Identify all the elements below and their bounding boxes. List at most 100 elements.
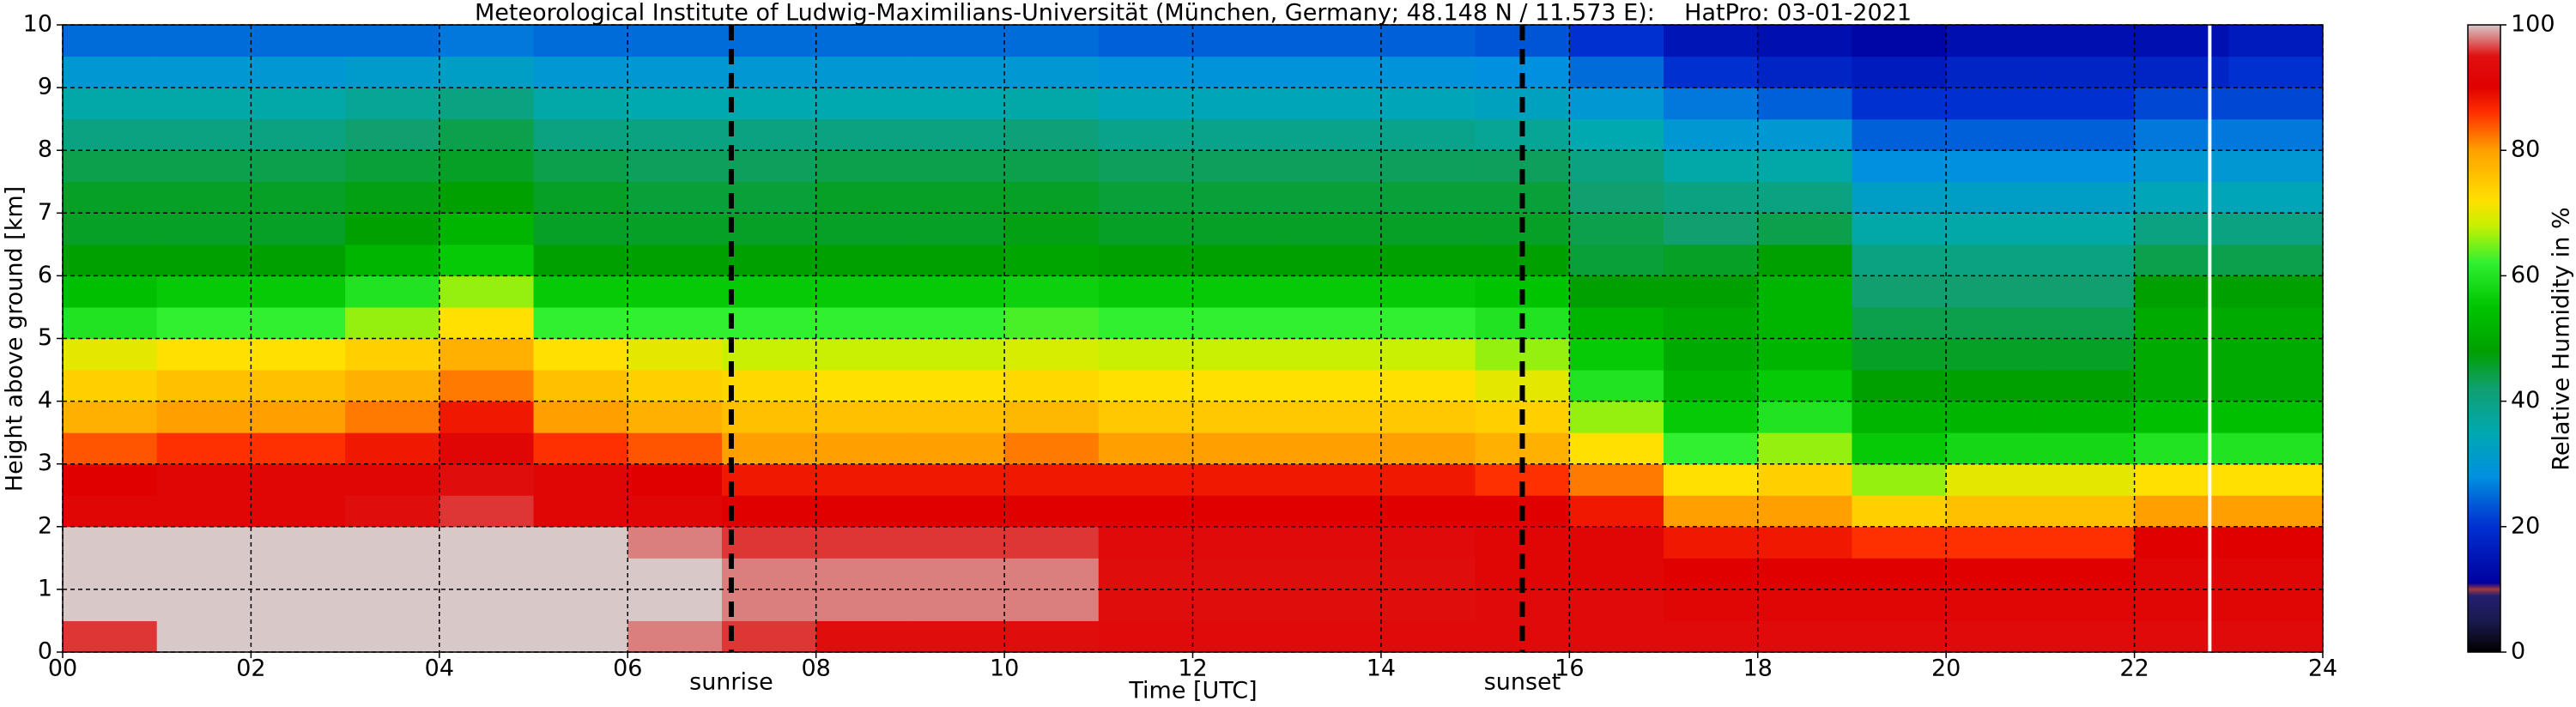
heatmap-cell	[1287, 25, 1382, 57]
heatmap-cell	[1757, 88, 1852, 120]
heatmap-cell	[1946, 463, 2041, 496]
y-tick-label: 7	[38, 199, 52, 226]
heatmap-cell	[1380, 306, 1476, 339]
x-tick-label: 02	[236, 656, 265, 682]
heatmap-cell	[1569, 244, 1664, 276]
heatmap-cell	[533, 25, 628, 57]
heatmap-cell	[1569, 275, 1664, 308]
heatmap-cell	[910, 463, 1005, 496]
heatmap-cell	[63, 275, 158, 308]
heatmap-cell	[1852, 620, 1947, 653]
heatmap-cell	[2040, 432, 2136, 465]
heatmap-cell	[1852, 526, 1947, 559]
heatmap-cell	[156, 244, 252, 276]
heatmap-cell	[345, 620, 440, 653]
heatmap-cell	[1569, 589, 1664, 621]
heatmap-cell	[533, 370, 628, 402]
heatmap-cell	[251, 118, 346, 151]
heatmap-cell	[345, 25, 440, 57]
heatmap-cell	[1569, 526, 1664, 559]
heatmap-cell	[1287, 150, 1382, 183]
heatmap-cell	[1852, 275, 1947, 308]
heatmap-cell	[345, 118, 440, 151]
heatmap-cell	[1946, 432, 2041, 465]
heatmap-cell	[2134, 150, 2229, 183]
heatmap-cell	[251, 25, 346, 57]
heatmap-cell	[1569, 56, 1664, 88]
heatmap-cell	[345, 88, 440, 120]
heatmap-cell	[1946, 558, 2041, 590]
heatmap-cell	[1664, 244, 1759, 276]
heatmap-cell	[910, 244, 1005, 276]
heatmap-cell	[439, 495, 535, 528]
heatmap-cell	[1946, 495, 2041, 528]
heatmap-cell	[1287, 88, 1382, 120]
heatmap-cell	[721, 620, 817, 653]
heatmap-cell	[1098, 558, 1193, 590]
heatmap-cell	[2134, 526, 2229, 559]
heatmap-cell	[815, 244, 911, 276]
heatmap-cell	[156, 401, 252, 433]
heatmap-cell	[63, 589, 158, 621]
heatmap-cell	[2228, 244, 2324, 276]
heatmap-cell	[1569, 463, 1664, 496]
heatmap-cell	[1192, 432, 1288, 465]
heatmap-cell	[721, 558, 817, 590]
heatmap-cell	[345, 181, 440, 214]
heatmap-cell	[156, 275, 252, 308]
heatmap-cell	[1098, 56, 1193, 88]
heatmap-cell	[1380, 620, 1476, 653]
heatmap-cell	[627, 401, 723, 433]
heatmap-cell	[721, 181, 817, 214]
heatmap-cell	[627, 432, 723, 465]
heatmap-cell	[345, 370, 440, 402]
heatmap-cell	[721, 589, 817, 621]
heatmap-cell	[910, 589, 1005, 621]
heatmap-cell	[627, 25, 723, 57]
heatmap-cell	[910, 432, 1005, 465]
heatmap-cell	[1098, 118, 1193, 151]
heatmap-cell	[1287, 275, 1382, 308]
heatmap-cell	[2228, 558, 2324, 590]
heatmap-cell	[2134, 401, 2229, 433]
heatmap-cell	[1004, 370, 1100, 402]
heatmap-cell	[1757, 526, 1852, 559]
heatmap-cell	[910, 306, 1005, 339]
heatmap-cell	[439, 275, 535, 308]
heatmap-cell	[2040, 526, 2136, 559]
heatmap-cell	[251, 306, 346, 339]
heatmap-cell	[2134, 495, 2229, 528]
heatmap-cell	[439, 463, 535, 496]
heatmap-cell	[1569, 306, 1664, 339]
heatmap-cell	[1192, 244, 1288, 276]
colorbar-tick-label: 80	[2511, 136, 2540, 163]
heatmap-cell	[1098, 620, 1193, 653]
heatmap-cell	[533, 526, 628, 559]
heatmap-cell	[63, 463, 158, 496]
heatmap-cell	[2228, 401, 2324, 433]
heatmap-cell	[910, 338, 1005, 371]
heatmap-cell	[1664, 88, 1759, 120]
x-tick-label: 20	[1931, 656, 1961, 682]
heatmap-cell	[1569, 558, 1664, 590]
heatmap-cell	[815, 589, 911, 621]
heatmap-cell	[1098, 432, 1193, 465]
heatmap-cell	[156, 88, 252, 120]
y-tick-label: 6	[38, 262, 52, 288]
heatmap-cell	[156, 181, 252, 214]
heatmap-cell	[1569, 338, 1664, 371]
heatmap-cell	[721, 275, 817, 308]
heatmap-cell	[627, 306, 723, 339]
heatmap-cell	[721, 370, 817, 402]
heatmap-cell	[533, 150, 628, 183]
y-tick-label: 9	[38, 74, 52, 100]
heatmap-cell	[815, 150, 911, 183]
heatmap-cell	[439, 150, 535, 183]
heatmap-cell	[2040, 401, 2136, 433]
heatmap-cell	[1098, 275, 1193, 308]
heatmap-cell	[63, 620, 158, 653]
heatmap-cell	[439, 56, 535, 88]
heatmap-cell	[63, 558, 158, 590]
heatmap-cell	[1852, 370, 1947, 402]
heatmap-cell	[1757, 150, 1852, 183]
